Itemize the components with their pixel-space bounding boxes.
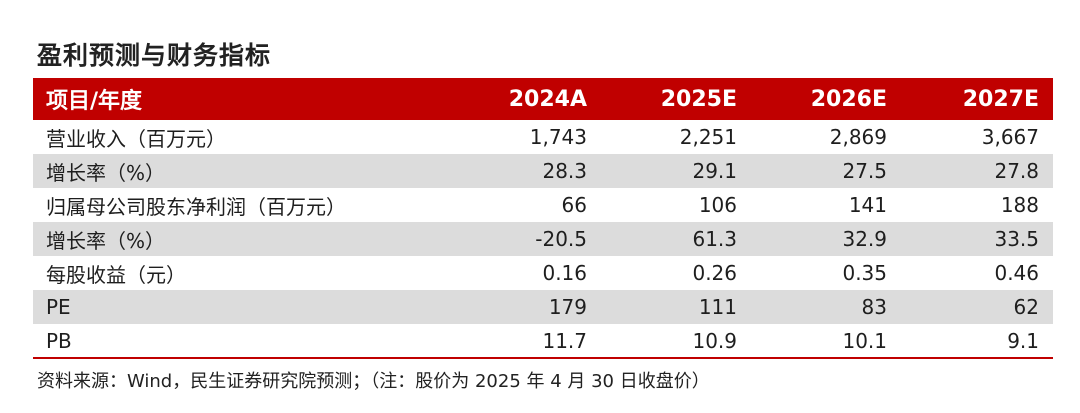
table-row-net-profit: 归属母公司股东净利润（百万元） 66 106 141 188: [33, 188, 1053, 222]
cell-value: 11.7: [451, 324, 601, 359]
cell-value: 61.3: [692, 227, 737, 251]
source-note: 资料来源：Wind，民生证券研究院预测；（注：股价为 2025 年 4 月 30…: [37, 371, 710, 392]
cell-value: 0.16: [542, 261, 587, 285]
table-row-profit-growth: 增长率（%） -20.5 61.3 32.9 33.5: [33, 222, 1053, 256]
cell-value: 2,251: [679, 125, 737, 149]
cell-value: 3,667: [981, 125, 1039, 149]
cell-value: 141: [848, 193, 887, 217]
table-row-revenue: 营业收入（百万元） 1,743 2,251 2,869 3,667: [33, 120, 1053, 154]
row-label: 增长率（%）: [46, 160, 166, 185]
row-label: PE: [46, 295, 71, 319]
cell-value: 111: [698, 295, 737, 319]
table-row-revenue-growth: 增长率（%） 28.3 29.1 27.5 27.8: [33, 154, 1053, 188]
header-item-year: 项目/年度: [46, 89, 143, 114]
header-2025e: 2025E: [660, 86, 737, 112]
cell-value: 28.3: [542, 159, 587, 183]
row-label: 营业收入（百万元）: [46, 126, 226, 151]
row-label: PB: [33, 324, 451, 359]
cell-value: 0.46: [994, 261, 1039, 285]
table-row-pe: PE 179 111 83 62: [33, 290, 1053, 324]
cell-value: 9.1: [901, 324, 1053, 359]
cell-value: 106: [698, 193, 737, 217]
header-2026e: 2026E: [810, 86, 887, 112]
table-row-eps: 每股收益（元） 0.16 0.26 0.35 0.46: [33, 256, 1053, 290]
cell-value: 83: [861, 295, 887, 319]
financial-forecast-table: 项目/年度 2024A 2025E 2026E 2027E 营业收入（百万元） …: [33, 78, 1053, 359]
cell-value: 33.5: [994, 227, 1039, 251]
cell-value: 188: [1000, 193, 1039, 217]
row-label: 每股收益（元）: [46, 262, 186, 287]
cell-value: 29.1: [692, 159, 737, 183]
cell-value: 27.5: [842, 159, 887, 183]
table-row-pb: PB 11.7 10.9 10.1 9.1: [33, 324, 1053, 359]
table-header-row: 项目/年度 2024A 2025E 2026E 2027E: [33, 78, 1053, 120]
cell-value: 27.8: [994, 159, 1039, 183]
header-2024a: 2024A: [508, 86, 587, 112]
cell-value: 179: [548, 295, 587, 319]
cell-value: 0.26: [692, 261, 737, 285]
row-label: 增长率（%）: [46, 228, 166, 253]
table-title: 盈利预测与财务指标: [37, 41, 272, 70]
cell-value: 10.9: [601, 324, 751, 359]
cell-value: 10.1: [751, 324, 901, 359]
cell-value: 62: [1013, 295, 1039, 319]
cell-value: 2,869: [829, 125, 887, 149]
row-label: 归属母公司股东净利润（百万元）: [46, 194, 346, 219]
cell-value: 0.35: [842, 261, 887, 285]
cell-value: 32.9: [842, 227, 887, 251]
cell-value: 66: [561, 193, 587, 217]
cell-value: -20.5: [535, 227, 587, 251]
cell-value: 1,743: [529, 125, 587, 149]
header-2027e: 2027E: [962, 86, 1039, 112]
